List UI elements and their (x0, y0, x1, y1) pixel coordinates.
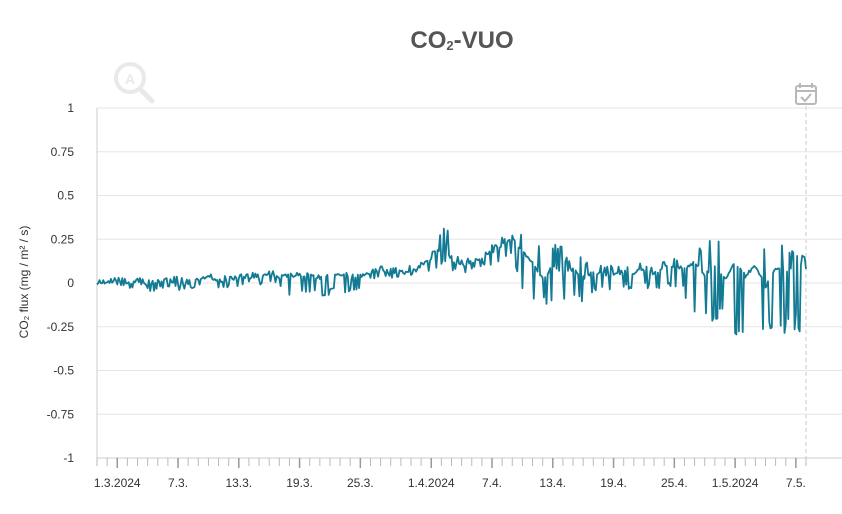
x-tick-label: 1.5.2024 (712, 476, 759, 490)
x-tick-label: 25.3. (347, 476, 374, 490)
y-tick-label: 0.25 (51, 232, 75, 246)
x-tick-label: 19.4. (600, 476, 627, 490)
y-tick-label: -0.25 (47, 320, 75, 334)
series-layer (96, 227, 807, 336)
x-tick-label: 25.4. (661, 476, 688, 490)
zoom-magnifier-icon[interactable]: A (114, 62, 155, 104)
y-tick-label: 0 (67, 276, 74, 290)
svg-text:A: A (125, 71, 135, 87)
calendar-check-icon[interactable] (795, 83, 817, 105)
x-tick-label: 7.5. (786, 476, 806, 490)
y-tick-label: -0.75 (47, 407, 75, 421)
y-tick-label: 0.5 (57, 189, 74, 203)
x-ticks: 1.3.2024 7.3. 13.3. 19.3. 25.3. 1.4.2024 7.4. 1… (94, 458, 807, 490)
y-tick-label: 1 (67, 101, 74, 115)
y-tick-label: -1 (63, 451, 74, 465)
x-tick-label: 7.4. (482, 476, 502, 490)
x-tick-label: 19.3. (286, 476, 313, 490)
grid-layer (96, 107, 842, 459)
x-tick-label: 13.3. (225, 476, 252, 490)
chart-title: CO2-VUO (410, 27, 513, 54)
y-ticks: 1 0.75 0.5 0.25 0 -0.25 -0.5 -0.75 -1 (47, 101, 75, 465)
x-tick-label: 7.3. (168, 476, 188, 490)
x-tick-label: 13.4. (539, 476, 566, 490)
x-tick-label: 1.3.2024 (94, 476, 141, 490)
x-tick-label: 1.4.2024 (408, 476, 455, 490)
series-line (96, 227, 807, 336)
y-tick-label: -0.5 (53, 364, 74, 378)
y-axis-label: CO₂ flux (mg / m² / s) (17, 226, 31, 339)
y-tick-label: 0.75 (51, 145, 75, 159)
